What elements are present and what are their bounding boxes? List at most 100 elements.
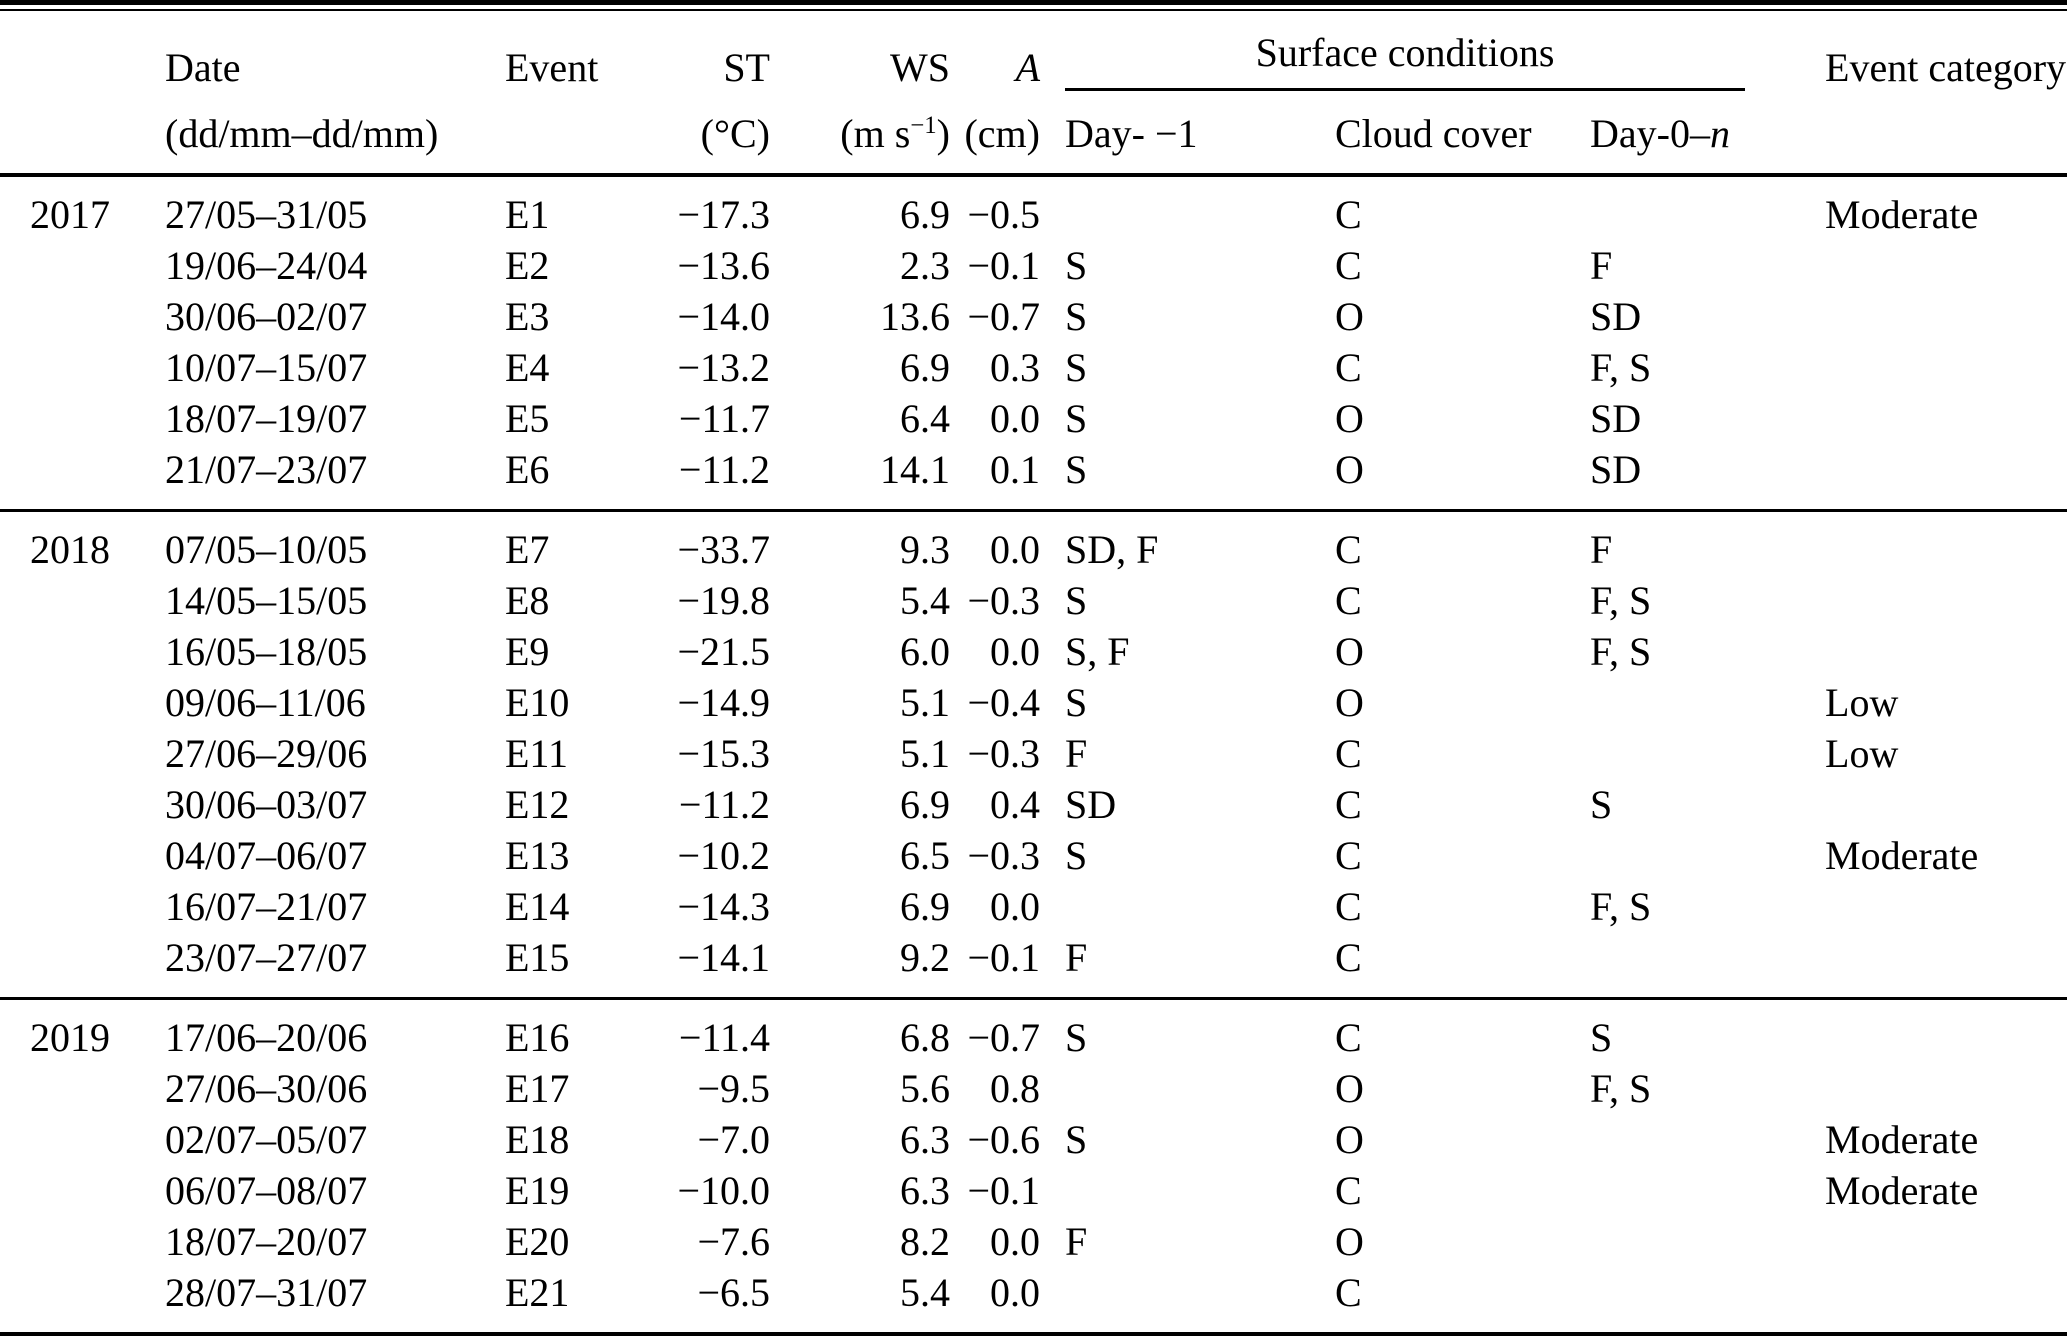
day-minus1-cell: SD	[1065, 782, 1117, 827]
event-category-cell	[1820, 393, 2067, 444]
cloud-cover-cell: C	[1335, 1270, 1362, 1315]
st-cell: −19.8	[677, 578, 770, 623]
date-cell: 06/07–08/07	[165, 1168, 368, 1213]
amplitude-cell: −0.1	[967, 935, 1040, 980]
event-cell: E9	[505, 629, 550, 674]
st-cell: −15.3	[677, 731, 770, 776]
ws-cell: 5.6	[900, 1066, 950, 1111]
st-cell: −14.9	[677, 680, 770, 725]
cloud-cover-cell: C	[1335, 192, 1362, 237]
table-row: 27/06–30/06 E17 −9.5 5.6 0.8 O F, S	[0, 1063, 2067, 1114]
st-cell: −11.2	[678, 447, 770, 492]
year-label	[0, 779, 140, 830]
cloud-cover-column-header: Cloud cover	[1335, 111, 1532, 156]
date-cell: 27/05–31/05	[165, 192, 368, 237]
amplitude-cell: 0.0	[990, 396, 1040, 441]
event-category-cell: Moderate	[1825, 192, 1979, 237]
amplitude-cell: −0.5	[967, 192, 1040, 237]
amplitude-cell: 0.0	[990, 629, 1040, 674]
event-cell: E16	[505, 1015, 570, 1060]
day-0n-cell	[1585, 932, 1820, 999]
event-cell: E8	[505, 578, 550, 623]
year-label	[0, 881, 140, 932]
ws-cell: 13.6	[880, 294, 950, 339]
event-category-cell: Low	[1825, 680, 1899, 725]
cloud-cover-cell: C	[1335, 731, 1362, 776]
year-group-2017: 2017 27/05–31/05 E1 −17.3 6.9 −0.5 C Moderate 19…	[0, 175, 2067, 511]
table-header: Date Event ST WS A Surface conditions Ev…	[0, 11, 2067, 175]
ws-cell: 8.2	[900, 1219, 950, 1264]
events-table: Date Event ST WS A Surface conditions Ev…	[0, 11, 2067, 1336]
table-row: 09/06–11/06 E10 −14.9 5.1 −0.4 S O Low	[0, 677, 2067, 728]
event-category-cell: Moderate	[1825, 1168, 1979, 1213]
amplitude-cell: 0.3	[990, 345, 1040, 390]
amplitude-units: (cm)	[964, 111, 1040, 156]
ws-cell: 5.4	[900, 1270, 950, 1315]
date-cell: 30/06–02/07	[165, 294, 368, 339]
ws-cell: 6.9	[900, 884, 950, 929]
event-cell: E5	[505, 396, 550, 441]
date-units: (dd/mm–dd/mm)	[165, 111, 439, 156]
top-thick-rule	[0, 0, 2067, 5]
event-category-cell	[1820, 881, 2067, 932]
year-label	[0, 1216, 140, 1267]
amplitude-cell: −0.1	[967, 1168, 1040, 1213]
cloud-cover-cell: C	[1335, 1015, 1362, 1060]
year-label	[0, 444, 140, 511]
cloud-cover-cell: O	[1335, 396, 1364, 441]
ws-cell: 6.8	[900, 1015, 950, 1060]
date-cell: 30/06–03/07	[165, 782, 368, 827]
event-category-cell	[1820, 1216, 2067, 1267]
event-cell: E4	[505, 345, 550, 390]
table-row: 04/07–06/07 E13 −10.2 6.5 −0.3 S C Moderate	[0, 830, 2067, 881]
st-cell: −11.4	[678, 1015, 770, 1060]
amplitude-cell: −0.3	[967, 731, 1040, 776]
date-cell: 18/07–20/07	[165, 1219, 368, 1264]
day-0n-cell	[1585, 1114, 1820, 1165]
st-cell: −10.2	[677, 833, 770, 878]
ws-cell: 14.1	[880, 447, 950, 492]
table-row: 30/06–02/07 E3 −14.0 13.6 −0.7 S O SD	[0, 291, 2067, 342]
day-minus1-cell: S	[1065, 294, 1088, 339]
table-row: 18/07–20/07 E20 −7.6 8.2 0.0 F O	[0, 1216, 2067, 1267]
event-cell: E19	[505, 1168, 570, 1213]
year-column-header	[0, 11, 140, 91]
day-minus1-cell: S	[1065, 1015, 1088, 1060]
year-label	[0, 728, 140, 779]
cloud-cover-cell: O	[1335, 1117, 1364, 1162]
st-cell: −6.5	[697, 1270, 770, 1315]
table-row: 2018 07/05–10/05 E7 −33.7 9.3 0.0 SD, F C F	[0, 511, 2067, 576]
cloud-cover-cell: C	[1335, 782, 1362, 827]
year-label	[0, 291, 140, 342]
st-cell: −7.0	[697, 1117, 770, 1162]
amplitude-cell: −0.7	[967, 294, 1040, 339]
day-0n-cell: F	[1590, 527, 1613, 572]
day-0n-cell	[1585, 830, 1820, 881]
top-thin-rule	[0, 9, 2067, 11]
year-label: 2018	[30, 527, 110, 572]
surface-conditions-label: Surface conditions	[1065, 29, 1746, 91]
cloud-cover-cell: C	[1335, 578, 1362, 623]
table-row: 19/06–24/04 E2 −13.6 2.3 −0.1 S C F	[0, 240, 2067, 291]
event-cell: E2	[505, 243, 550, 288]
year-label	[0, 830, 140, 881]
amplitude-cell: −0.6	[967, 1117, 1040, 1162]
event-category-cell	[1820, 999, 2067, 1064]
day-0n-cell: SD	[1590, 294, 1642, 339]
amplitude-cell: 0.0	[990, 884, 1040, 929]
cloud-cover-cell: C	[1335, 833, 1362, 878]
day-0n-cell: F, S	[1590, 629, 1652, 674]
date-cell: 21/07–23/07	[165, 447, 368, 492]
day-minus1-column-header: Day- −1	[1065, 111, 1198, 156]
table-row: 06/07–08/07 E19 −10.0 6.3 −0.1 C Moderate	[0, 1165, 2067, 1216]
event-cell: E10	[505, 680, 570, 725]
ws-cell: 6.9	[900, 345, 950, 390]
day-0n-cell: S	[1590, 1015, 1613, 1060]
table-row: 30/06–03/07 E12 −11.2 6.9 0.4 SD C S	[0, 779, 2067, 830]
day-minus1-cell: S	[1065, 345, 1088, 390]
day-minus1-cell: F	[1065, 935, 1088, 980]
day-0n-cell	[1585, 175, 1820, 240]
date-cell: 18/07–19/07	[165, 396, 368, 441]
st-cell: −21.5	[677, 629, 770, 674]
day-0n-cell: F, S	[1590, 578, 1652, 623]
